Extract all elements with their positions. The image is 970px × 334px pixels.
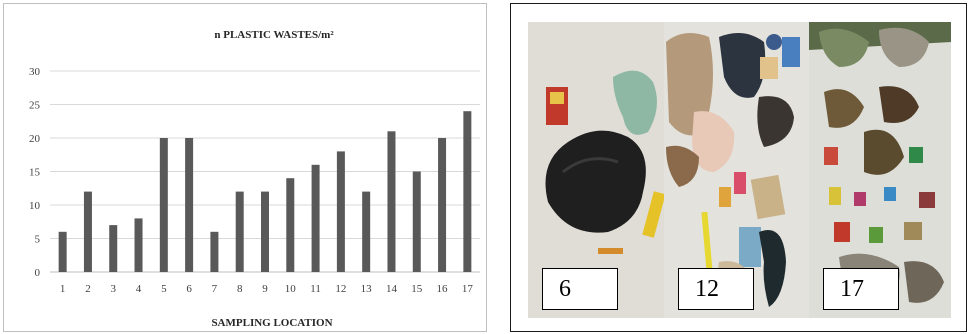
y-tick-label: 25 [29, 100, 41, 112]
bar-location-7 [210, 231, 219, 272]
bar-location-16 [438, 138, 447, 272]
x-tick-label: 7 [212, 283, 218, 295]
x-tick-label: 9 [262, 283, 268, 295]
bar-location-6 [185, 138, 194, 272]
bar-location-14 [387, 131, 396, 272]
x-tick-label: 1 [60, 283, 66, 295]
photo-label-17: 17 [823, 268, 899, 310]
bar-location-8 [235, 191, 244, 272]
x-tick-label: 6 [186, 283, 192, 295]
x-tick-label: 3 [110, 283, 116, 295]
bar-location-15 [412, 171, 421, 272]
bar-location-17 [463, 111, 472, 272]
waste-photo-17: 17 [809, 22, 951, 318]
bar-location-5 [159, 138, 168, 272]
bar-location-11 [311, 164, 320, 272]
x-tick-label: 14 [386, 283, 398, 295]
bar-location-12 [336, 151, 345, 272]
x-tick-label: 12 [335, 283, 346, 295]
x-tick-label: 8 [237, 283, 243, 295]
y-tick-label: 15 [29, 167, 41, 179]
y-tick-label: 30 [29, 66, 41, 78]
x-tick-label: 4 [136, 283, 142, 295]
bar-location-9 [261, 191, 269, 272]
bar-location-13 [362, 191, 371, 272]
x-tick-label: 15 [411, 283, 423, 295]
x-tick-label: 16 [437, 283, 449, 295]
bars [58, 111, 472, 272]
photo-panel: 6 12 [510, 3, 967, 332]
x-tick-label: 2 [85, 283, 91, 295]
y-tick-label: 20 [29, 133, 41, 145]
photo-label-12: 12 [678, 268, 754, 310]
bar-location-3 [109, 225, 118, 272]
bar-location-4 [134, 218, 143, 272]
bar-location-10 [286, 178, 295, 272]
x-tick-labels: 1 2 3 4 5 6 7 8 9 10 11 12 13 14 15 16 17 [60, 283, 473, 295]
chart-title: n PLASTIC WASTES/m² [214, 29, 334, 41]
x-tick-label: 11 [310, 283, 321, 295]
y-tick-label: 10 [29, 200, 41, 212]
y-tick-label: 0 [35, 267, 41, 279]
bar-location-1 [58, 231, 67, 272]
x-tick-label: 5 [161, 283, 167, 295]
x-tick-label: 13 [361, 283, 373, 295]
x-tick-label: 17 [462, 283, 474, 295]
bar-location-2 [83, 191, 92, 272]
x-axis-title: SAMPLING LOCATION [211, 317, 332, 329]
y-tick-labels: 0 5 10 15 20 25 30 [29, 66, 41, 279]
gridlines [50, 70, 480, 239]
photo-label-6: 6 [542, 268, 618, 310]
x-tick-label: 10 [285, 283, 297, 295]
y-tick-label: 5 [35, 234, 41, 246]
waste-photo-6: 6 [528, 22, 664, 318]
waste-photo-12: 12 [664, 22, 809, 318]
